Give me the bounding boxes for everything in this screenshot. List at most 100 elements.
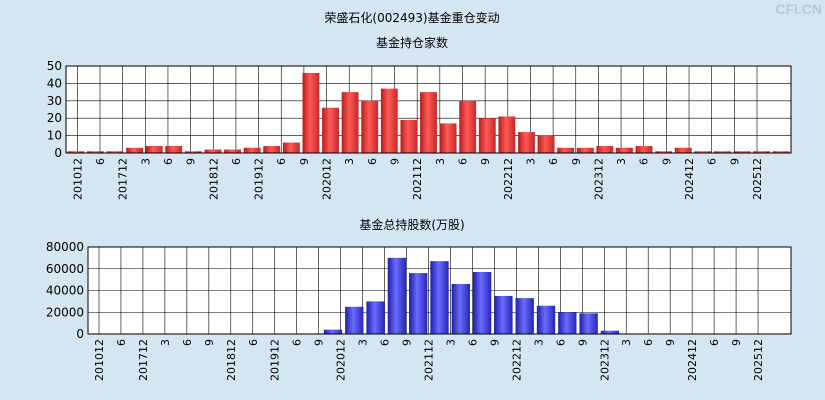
x-tick-label: 202212 <box>502 158 515 200</box>
chart1-title: 基金持仓家数 <box>376 35 448 50</box>
x-tick-label: 6 <box>115 339 128 346</box>
bar <box>694 151 712 153</box>
x-tick-label: 9 <box>401 339 414 346</box>
x-tick-label: 3 <box>532 339 545 346</box>
y-tick-label: 20000 <box>46 305 84 319</box>
bar <box>361 100 379 153</box>
bar <box>537 135 555 153</box>
bar <box>557 147 575 153</box>
x-tick-label: 6 <box>291 339 304 346</box>
bar <box>243 147 261 153</box>
x-tick-label: 202512 <box>752 339 765 381</box>
bar <box>224 149 241 153</box>
plot-frame <box>87 246 792 335</box>
x-tick-label: 3 <box>159 339 172 346</box>
bar <box>67 151 85 153</box>
bar <box>558 312 577 334</box>
chart2-plot: 0 20000 40000 60000 80000 201012 6 201712 3 6 9 201… <box>46 240 792 381</box>
x-tick-label: 201812 <box>225 339 238 381</box>
x-tick-label: 202012 <box>321 158 334 200</box>
x-tick-label: 6 <box>181 339 194 346</box>
bar <box>515 298 534 334</box>
bar <box>400 119 418 153</box>
x-tick-label: 201712 <box>117 158 130 200</box>
x-tick-label: 3 <box>615 158 628 165</box>
y-tick-label: 0 <box>54 146 62 160</box>
x-tick-label: 6 <box>642 339 655 346</box>
x-tick-label: 9 <box>298 158 311 165</box>
bar <box>430 261 449 334</box>
bar <box>451 283 470 334</box>
page-title: 荣盛石化(002493)基金重仓变动 <box>324 10 499 25</box>
y-tick-label: 80000 <box>46 240 84 254</box>
x-tick-label: 9 <box>488 339 501 346</box>
x-tick-label: 202512 <box>751 158 764 200</box>
bar <box>733 151 751 153</box>
bar <box>86 151 104 153</box>
x-tick-label: 6 <box>275 158 288 165</box>
x-tick-label: 201912 <box>253 158 266 200</box>
bar <box>204 149 222 153</box>
bar <box>576 147 594 153</box>
bar <box>366 301 385 334</box>
x-tick-label: 3 <box>357 339 370 346</box>
x-tick-label: 9 <box>203 339 216 346</box>
x-tick-label: 6 <box>247 339 260 346</box>
x-tick-label: 9 <box>185 158 198 165</box>
x-tick-label: 9 <box>730 339 743 346</box>
x-tick-label: 202412 <box>683 158 696 200</box>
bar <box>106 151 124 153</box>
bar <box>439 123 457 153</box>
x-tick-label: 202412 <box>686 339 699 381</box>
x-tick-label: 9 <box>570 158 583 165</box>
chart1-plot: 0 10 20 30 40 50 201012 6 201712 3 6 9 201812 6 201912… <box>47 59 792 200</box>
x-tick-label: 6 <box>456 158 469 165</box>
y-tick-label: 40 <box>47 76 62 90</box>
x-tick-label: 3 <box>524 158 537 165</box>
bar <box>518 132 535 153</box>
y-tick-label: 60000 <box>46 262 84 276</box>
bar <box>498 116 516 153</box>
bar <box>263 146 281 153</box>
y-tick-label: 0 <box>76 327 84 341</box>
x-tick-label: 9 <box>389 158 402 165</box>
x-tick-label: 202212 <box>510 339 523 381</box>
bar <box>420 92 437 153</box>
bar <box>616 147 633 153</box>
y-tick-label: 40000 <box>46 284 84 298</box>
x-tick-label: 9 <box>576 339 589 346</box>
bar <box>184 151 202 153</box>
x-tick-label: 6 <box>162 158 175 165</box>
bar <box>472 272 492 334</box>
x-tick-label: 201012 <box>93 339 106 381</box>
x-tick-label: 6 <box>379 339 392 346</box>
x-tick-label: 6 <box>706 158 719 165</box>
bar <box>322 107 339 153</box>
x-tick-label: 202312 <box>592 158 605 200</box>
x-tick-label: 3 <box>444 339 457 346</box>
bar <box>579 313 598 334</box>
x-tick-label: 202312 <box>598 339 611 381</box>
bar <box>655 151 673 153</box>
bar <box>536 305 556 334</box>
bar <box>494 295 513 334</box>
x-tick-label: 202112 <box>411 158 424 200</box>
bar <box>674 147 692 153</box>
x-tick-label: 6 <box>708 339 721 346</box>
bar <box>409 273 428 334</box>
x-tick-label: 201012 <box>71 158 84 200</box>
chart2-title: 基金总持股数(万股) <box>359 217 464 232</box>
bar <box>345 306 364 334</box>
bar <box>600 330 620 334</box>
x-tick-label: 3 <box>434 158 447 165</box>
x-tick-label: 9 <box>660 158 673 165</box>
x-tick-label: 9 <box>728 158 741 165</box>
bar <box>341 92 359 153</box>
x-tick-label: 6 <box>94 158 107 165</box>
bar <box>126 147 144 153</box>
bar <box>323 329 343 334</box>
bar <box>145 146 163 153</box>
y-tick-label: 50 <box>47 59 62 73</box>
bar <box>635 146 653 153</box>
